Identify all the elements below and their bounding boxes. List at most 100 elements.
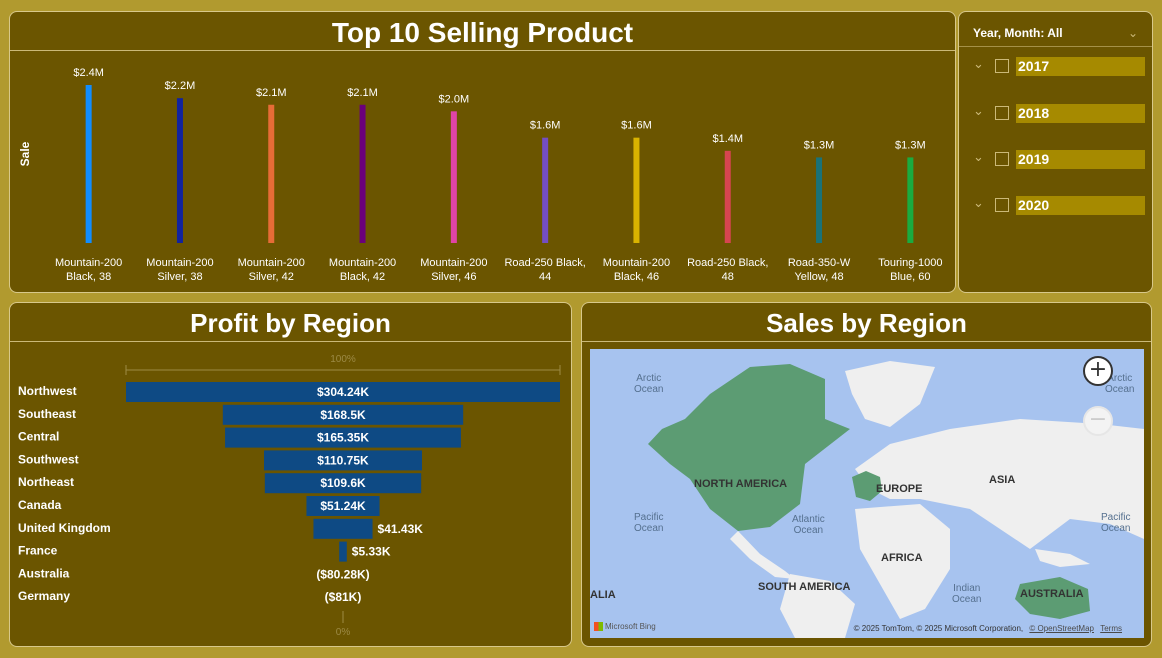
category-label: Black, 38	[66, 271, 111, 283]
region-label: Northeast	[18, 475, 74, 489]
europe-highlight-shape	[852, 471, 882, 501]
data-label: $2.1M	[347, 87, 378, 99]
category-label: Yellow, 48	[794, 271, 843, 283]
category-label: Silver, 38	[157, 271, 202, 283]
terms-link[interactable]: Terms	[1100, 624, 1122, 633]
slicer-item-2018[interactable]: ⌄ 2018	[973, 104, 1145, 124]
slicer-item-label: 2019	[1016, 150, 1145, 169]
bar	[176, 98, 183, 244]
data-label: $1.6M	[530, 120, 561, 132]
profit-chart-title-rule	[10, 341, 571, 342]
data-label: $51.24K	[320, 499, 366, 513]
bar	[542, 137, 549, 243]
slicer-item-2019[interactable]: ⌄ 2019	[973, 150, 1145, 170]
checkbox[interactable]	[995, 106, 1009, 120]
data-label: $1.4M	[712, 133, 743, 145]
region-label: Germany	[18, 589, 70, 603]
chevron-down-icon[interactable]: ⌄	[973, 150, 984, 165]
map-title: Sales by Region	[766, 308, 967, 338]
eurasia-shape	[855, 419, 1144, 549]
category-label: Touring-1000	[878, 257, 942, 269]
slicer-item-2017[interactable]: ⌄ 2017	[973, 57, 1145, 77]
openstreetmap-link[interactable]: © OpenStreetMap	[1029, 624, 1094, 633]
category-label: Mountain-200	[603, 257, 670, 269]
category-label: Road-250 Black,	[504, 257, 585, 269]
map-canvas[interactable]: Arctic Ocean Arctic Ocean Pacific Ocean Atl…	[590, 349, 1144, 638]
data-label: ($80.28K)	[316, 567, 369, 581]
bar	[633, 137, 640, 243]
region-label: Canada	[18, 498, 62, 512]
data-label: $168.5K	[320, 408, 366, 422]
category-label: Blue, 60	[890, 271, 930, 283]
category-label: Black, 46	[614, 271, 659, 283]
funnel-bar	[339, 541, 347, 562]
funnel-bar	[126, 382, 560, 402]
zoom-out-button[interactable]: −	[1083, 406, 1113, 436]
chevron-down-icon[interactable]: ⌄	[973, 57, 984, 72]
continent-label-australia: AUSTRALIA	[1020, 588, 1084, 600]
bar	[359, 104, 366, 243]
checkbox[interactable]	[995, 152, 1009, 166]
data-label: $5.33K	[352, 545, 391, 559]
data-label: $2.2M	[165, 80, 196, 92]
top-chart-title-rule	[10, 50, 955, 51]
slicer-item-label: 2017	[1016, 57, 1145, 76]
bar-chart-svg: Sale $2.4M Mountain-200 Black, 38 $2.2M Mount…	[18, 67, 942, 283]
region-label: United Kingdom	[18, 521, 111, 535]
funnel-bar	[264, 450, 422, 471]
bar	[724, 150, 731, 243]
checkbox[interactable]	[995, 59, 1009, 73]
category-label: Road-250 Black,	[687, 257, 768, 269]
bing-logo: Microsoft Bing	[594, 622, 656, 631]
bar	[816, 157, 823, 243]
bar	[85, 85, 92, 243]
chevron-down-icon[interactable]: ⌄	[973, 196, 984, 211]
map-attribution: © 2025 TomTom, © 2025 Microsoft Corporat…	[854, 624, 1122, 633]
bar	[268, 104, 275, 243]
continent-label-north-america: NORTH AMERICA	[694, 478, 788, 490]
funnel-bar	[313, 518, 373, 539]
funnel-bar	[222, 404, 464, 425]
category-label: Road-350-W	[788, 257, 851, 269]
year-month-slicer: Year, Month: All ⌄ ⌄ 2017 ⌄ 2018 ⌄ 2019 …	[958, 11, 1153, 293]
ocean-label-arctic: Arctic Ocean	[634, 373, 664, 395]
top-percent-label: 100%	[330, 354, 356, 365]
region-label: Southeast	[18, 407, 76, 421]
category-label: Silver, 46	[431, 271, 476, 283]
africa-shape	[855, 504, 950, 619]
north-america-shape	[648, 364, 850, 531]
continent-label-south-america: SOUTH AMERICA	[758, 581, 851, 593]
bottom-percent-label: 0%	[336, 627, 351, 638]
category-label: Black, 42	[340, 271, 385, 283]
category-label: Mountain-200	[329, 257, 396, 269]
category-label: Mountain-200	[420, 257, 487, 269]
bar	[450, 111, 457, 243]
data-label: $1.3M	[804, 139, 835, 151]
region-label: Central	[18, 430, 59, 444]
region-label: Southwest	[18, 452, 79, 466]
chevron-down-icon[interactable]: ⌄	[1127, 26, 1138, 40]
slicer-item-2020[interactable]: ⌄ 2020	[973, 196, 1145, 216]
microsoft-logo-icon	[594, 622, 603, 631]
data-label: $2.0M	[439, 93, 470, 105]
bar	[907, 157, 914, 243]
attribution-text: © 2025 TomTom, © 2025 Microsoft Corporat…	[853, 624, 1024, 633]
profit-by-region-chart: Profit by Region 100% Northwest $304.24K So…	[9, 302, 572, 647]
category-label: Mountain-200	[238, 257, 305, 269]
ocean-label-pacific: Pacific Ocean	[634, 512, 664, 534]
slicer-divider	[959, 46, 1152, 47]
australia-shape	[1015, 577, 1090, 619]
zoom-in-button[interactable]: +	[1083, 356, 1113, 386]
slicer-item-label: 2018	[1016, 104, 1145, 123]
y-axis-label: Sale	[18, 141, 32, 166]
central-america-shape	[730, 531, 795, 579]
ocean-label-pacific-right: Pacific Ocean	[1101, 512, 1131, 534]
profit-chart-title: Profit by Region	[190, 308, 391, 338]
category-label: 44	[539, 271, 551, 283]
category-label: Mountain-200	[146, 257, 213, 269]
ocean-label-atlantic: Atlantic Ocean	[792, 514, 825, 536]
checkbox[interactable]	[995, 198, 1009, 212]
continent-label-africa: AFRICA	[881, 552, 923, 564]
chevron-down-icon[interactable]: ⌄	[973, 104, 984, 119]
data-label: $2.1M	[256, 87, 287, 99]
